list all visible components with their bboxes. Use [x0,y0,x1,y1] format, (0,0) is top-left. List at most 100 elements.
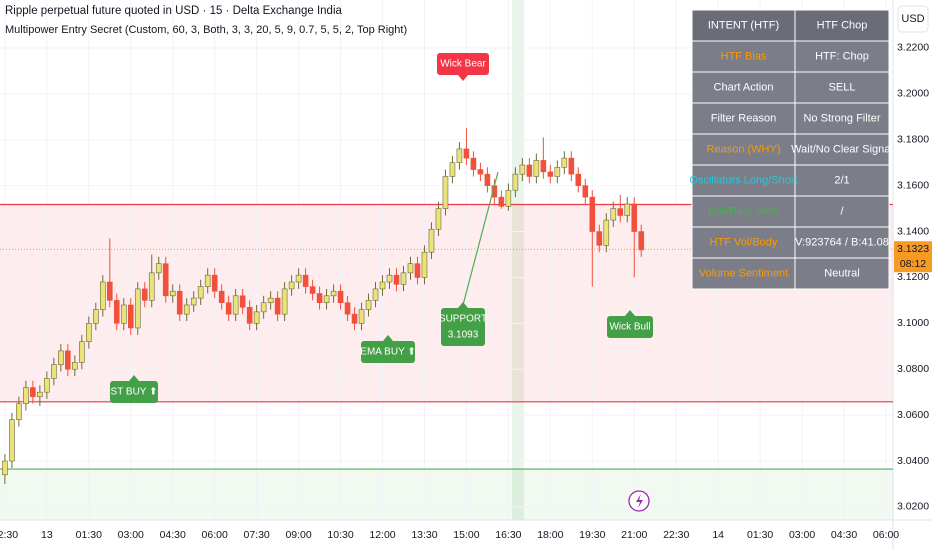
candle-body [330,290,337,297]
table-value: HTF: Chop [815,50,869,62]
candle-body [288,281,295,290]
candle-body [351,313,358,324]
x-tick-label: 06:00 [873,529,899,541]
candle-body [281,288,288,315]
candle-body [603,219,610,246]
x-tick-label: 03:00 [118,529,144,541]
candle-body [596,231,603,246]
support-text: SUPPORT [439,314,487,325]
candle-body [456,148,463,164]
candle-body [127,304,134,329]
candle-body [197,286,204,299]
lightning [636,494,643,508]
x-tick-label: 13 [41,529,53,541]
ema-buy-text: EMA BUY ⬆ [360,347,415,358]
y-tick-label: 3.1800 [897,134,929,146]
y-tick-label: 3.1200 [897,271,929,283]
x-tick-label: 04:30 [831,529,857,541]
candle-body [260,302,267,313]
candle-body [58,350,64,365]
candle-body [477,169,484,175]
x-tick-label: 10:30 [327,529,353,541]
x-tick-label: 06:00 [202,529,228,541]
candle-body [407,263,414,274]
candle-body [2,460,8,476]
x-tick-label: 14 [712,529,724,541]
st-buy-text: ST BUY ⬆ [111,387,158,398]
currency: USD [901,13,924,25]
table-key: Bull/Bear View [708,205,779,217]
candle-body [421,251,428,278]
candle-body [23,387,29,404]
candle-body [267,297,274,303]
candle-body [16,403,22,421]
candle-body [561,157,568,168]
support-pointer-line [462,171,499,306]
candle-body [484,173,491,186]
candle-body [190,297,197,306]
wick-bear-box [437,53,489,75]
table-key: HTF Vol/Body [710,236,778,248]
candle-body [37,391,43,398]
y-tick-label: 3.0200 [897,501,929,513]
table-value: No Strong Filter [803,112,880,124]
x-tick-label: 01:30 [747,529,773,541]
candle-body [232,295,239,315]
candle-body [225,302,232,315]
x-tick-label: 22:30 [0,529,18,541]
candle-body [631,203,638,232]
session-highlight [512,0,524,520]
table-key: Volume Sentiment [699,267,788,279]
candle-body [582,185,589,198]
candle-body [239,295,246,308]
support-pointer [458,302,468,308]
ema-buy-box [361,341,415,363]
candle-body [463,148,470,159]
wick-bull-text: Wick Bull [609,322,650,333]
table-value-cell [794,195,890,228]
x-tick-label: 09:00 [285,529,311,541]
candle-body [610,208,617,221]
countdown: 08:12 [900,258,926,270]
x-tick-label: 21:00 [621,529,647,541]
table-key: Oscillators Long/Short [689,174,797,186]
y-tick-label: 3.1400 [897,225,929,237]
table-key-cell [691,226,796,259]
candle-body [337,290,344,303]
wick-bear-text: Wick Bear [440,59,486,70]
candle-body [30,387,36,398]
candle-body [498,196,505,207]
candle-body [344,302,351,315]
x-tick-label: 19:30 [579,529,605,541]
table-value: / [840,205,844,217]
candle-body [428,228,435,253]
table-value: Wait/No Clear Signal [791,143,893,155]
support-box [441,308,485,346]
candle-body [638,231,645,251]
candle-body [519,164,526,175]
x-tick-label: 04:30 [160,529,186,541]
ema-buy-pointer [383,335,393,341]
candle-body [393,274,400,285]
wick-bear-pointer [458,75,468,81]
candle-body [470,157,477,170]
candle-body [379,281,386,290]
table-key-cell [691,40,796,73]
st-buy-pointer [129,375,139,381]
table-value-cell [794,133,890,166]
candle-body [442,176,449,209]
chart-title: Ripple perpetual future quoted in USD · … [5,5,343,17]
x-tick-label: 07:30 [244,529,270,541]
support-value: 3.1093 [448,330,479,341]
candle-body [72,362,78,370]
table-value: 2/1 [834,174,849,186]
candle-body [148,272,155,301]
x-tick-label: 15:00 [453,529,479,541]
y-tick-label: 3.2200 [897,42,929,54]
table-key-cell [691,164,796,197]
candle-body [65,350,71,370]
y-tick-label: 3.0600 [897,409,929,421]
candle-body [372,288,379,301]
currency-button[interactable] [897,5,929,33]
table-key-cell [691,257,796,290]
